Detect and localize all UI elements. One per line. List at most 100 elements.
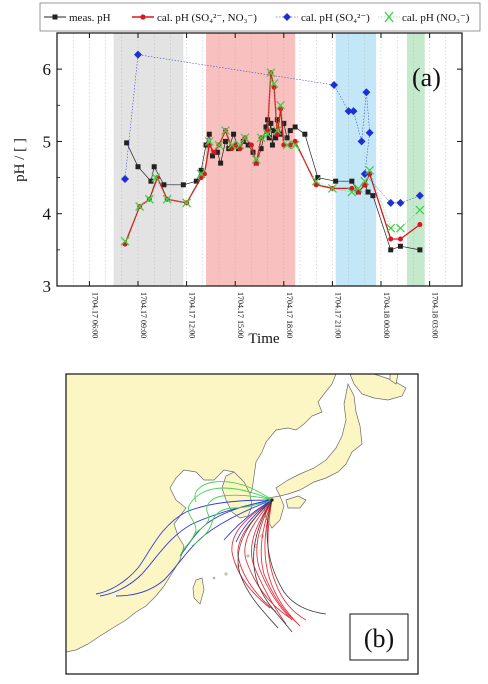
y-axis-title: pH / [ ] [12,138,28,182]
legend-box [39,2,481,32]
cal-no3-point-16 [266,68,276,78]
cal-no3-point-4 [162,194,172,204]
meas-point-43 [388,247,394,253]
cal-so4-point-0 [121,175,130,184]
meas-point-5 [180,182,186,188]
cal-so4-point-6 [362,88,371,97]
series-line-0 [126,119,420,251]
cal-no3-point-9 [221,126,230,136]
meas-point-33 [287,128,293,134]
cal-both-point-9 [211,149,217,155]
shaded-periods [113,33,425,286]
shaded-period-2 [335,33,377,286]
legend-circle-marker [140,14,146,20]
meas-point-26 [269,142,275,148]
legend-label-cal-no3: cal. pH (NO₃⁻) [402,12,470,24]
panel-b-label-box [349,613,409,661]
x-tick-label-3: 1704.17 15:00 [236,292,245,338]
legend-item-meas: meas. pH [44,12,111,24]
meas-point-37 [333,178,339,184]
meas-point-41 [365,189,371,195]
cal-both-point-27 [313,182,319,188]
cal-no3-point-29 [395,223,405,233]
meas-point-7 [198,167,204,173]
cal-so4-point-1 [134,50,142,59]
cal-no3-point-21 [290,140,300,150]
sakhalin-island [389,374,399,385]
panel-a-chart: 3 4 5 6 1704.17 06:00 1704.17 09:00 1704.17 12… [12,2,481,347]
map-frame [65,373,419,675]
legend: meas. pH cal. pH (SO₄²⁻, NO₃⁻) cal. pH (… [39,2,481,32]
meas-point-42 [370,193,376,199]
meas-point-25 [268,120,274,126]
cal-no3-point-30 [415,205,425,215]
cal-both-point-23 [278,106,284,112]
cal-no3-point-28 [386,223,396,233]
cal-no3-point-2 [144,194,154,204]
meas-point-6 [193,178,199,184]
plot-frame [56,32,463,287]
cal-no3-point-27 [365,165,375,175]
cal-so4-point-9 [386,198,395,207]
legend-item-cal-no3: cal. pH (NO₃⁻) [378,11,470,24]
cal-no3-point-19 [276,100,286,110]
shaded-period-1 [206,33,296,286]
cal-both-point-12 [229,146,235,152]
meas-point-22 [263,124,269,130]
cal-both-point-34 [397,236,403,242]
cal-so4-point-5 [357,137,366,146]
meas-point-35 [302,131,308,137]
cal-no3-point-22 [311,176,321,186]
cal-so4-point-2 [330,81,339,90]
series-layer [120,50,425,253]
cal-no3-point-12 [240,133,250,143]
y-tick-label-1: 4 [43,205,52,224]
cal-no3-point-17 [269,79,279,89]
y-tick-label-2: 5 [43,132,52,151]
meas-point-1 [135,164,141,170]
taiwan-island [192,577,205,605]
cal-both-point-26 [292,138,298,144]
cal-no3-point-11 [235,140,245,150]
asian-continent [66,374,337,653]
legend-diamond-marker [283,13,291,21]
meas-point-13 [222,138,228,144]
cal-so4-point-11 [415,191,424,200]
meas-point-27 [271,128,277,134]
meas-point-4 [161,182,167,188]
cal-so4-point-10 [396,198,405,207]
cal-no3-point-20 [282,140,292,150]
panel-b-map: (b) [65,373,419,675]
cal-both-point-22 [274,131,280,137]
meas-point-32 [284,135,290,141]
japan-honshu [275,382,363,497]
x-tick-label-2: 1704.17 12:00 [188,292,197,338]
cal-no3-point-6 [196,169,206,179]
x-axis-title: Time [248,331,279,347]
meas-point-24 [266,135,272,141]
cal-no3-point-7 [204,136,214,146]
legend-label-cal-both: cal. pH (SO₄²⁻, NO₃⁻) [157,12,257,24]
cal-both-point-17 [253,160,259,166]
meas-point-11 [214,149,220,155]
y-tick-label-0: 3 [43,277,52,296]
cal-so4-point-7 [365,128,374,137]
meas-point-36 [315,175,321,181]
x-tick-label-5: 1704.17 21:00 [333,292,342,338]
cal-no3-point-15 [263,129,273,139]
cal-so4-point-4 [349,107,358,116]
meas-point-45 [417,247,423,253]
x-tick-label-7: 1704.18 03:00 [431,292,440,338]
cal-no3-point-23 [327,183,337,193]
x-tick-label-0: 1704.17 06:00 [90,292,99,338]
meas-point-9 [206,131,212,137]
panel-b-label: (b) [364,624,394,653]
meas-point-10 [210,153,216,159]
trajectories-green [179,481,273,557]
cal-no3-point-0 [120,236,130,246]
cal-so4-point-3 [344,107,353,116]
legend-item-cal-both: cal. pH (SO₄²⁻, NO₃⁻) [132,12,257,24]
legend-label-cal-so4: cal. pH (SO₄²⁻) [301,12,370,24]
meas-point-0 [124,140,130,146]
